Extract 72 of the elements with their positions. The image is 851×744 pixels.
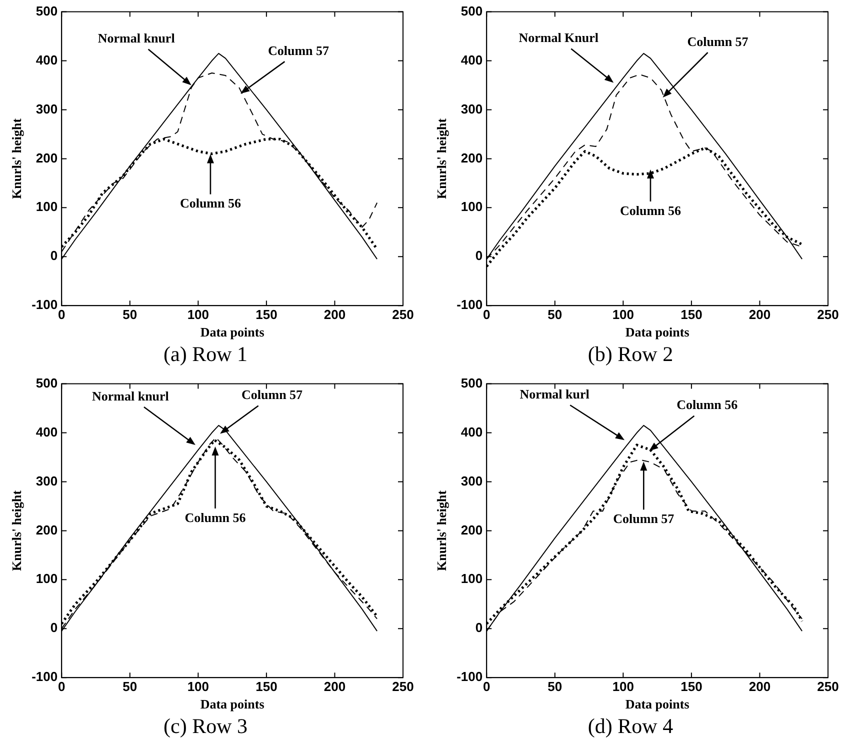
y-tick-label: 400 [460,52,483,68]
y-tick-label: 300 [36,101,58,116]
y-tick-label: 400 [460,424,483,440]
annotation: Normal knurl [92,388,170,404]
x-tick-label: 100 [187,678,210,694]
y-tick-label: 100 [36,571,58,586]
x-tick-label: 50 [548,306,562,322]
text: (b) Row 2 [588,342,674,366]
x-tick-label: 100 [612,678,634,694]
y-tick-label: 500 [36,375,58,390]
y-tick-label: 200 [36,522,58,538]
y-tick-label: -100 [456,297,483,312]
y-tick-label: 0 [475,248,483,264]
y-axis-title: Knurls' height [9,490,24,571]
annotation: Column 57 [268,42,330,58]
x-tick-label: 150 [256,306,278,322]
y-tick-label: 200 [460,150,483,166]
y-tick-label: 100 [36,199,58,214]
y-tick-label: 500 [460,375,483,390]
y-tick-label: 300 [460,473,483,488]
annotation: Column 56 [180,196,242,211]
y-tick-label: -100 [456,669,483,684]
y-tick-label: 0 [475,620,483,636]
text: (a) Row 1 [164,342,248,366]
y-tick-label: -100 [32,669,58,684]
y-tick-label: 200 [460,522,483,538]
text: (d) Row 4 [588,714,674,738]
x-tick-label: 100 [187,306,210,322]
text: (c) Row 3 [164,714,248,738]
y-tick-label: 400 [36,424,58,440]
annotation: Normal Knurl [518,30,599,46]
x-tick-label: 250 [392,306,414,322]
annotation: Column 57 [241,387,304,402]
annotation: Normal knurl [98,30,176,46]
annotation: Column 56 [184,510,246,525]
y-tick-label: -100 [32,297,58,312]
x-tick-label: 50 [548,678,562,694]
x-tick-label: 200 [748,306,771,322]
y-tick-label: 100 [460,199,483,214]
x-tick-label: 150 [680,678,702,694]
annotation: Column 56 [676,397,738,412]
x-tick-label: 150 [256,678,278,694]
y-tick-label: 200 [36,150,58,166]
x-tick-label: 200 [748,678,771,694]
x-tick-label: 250 [817,678,839,694]
x-tick-label: 250 [817,306,839,322]
x-axis-title: Data points [625,324,690,340]
y-tick-label: 300 [460,101,483,116]
annotation: Column 57 [687,34,749,49]
annotation: Column 57 [613,511,675,526]
x-tick-label: 50 [122,678,138,694]
y-tick-label: 300 [36,473,58,488]
x-axis-title: Data points [625,696,690,712]
x-tick-label: 200 [324,306,346,322]
x-tick-label: 150 [680,306,702,322]
y-tick-label: 0 [50,248,58,264]
x-tick-label: 200 [324,678,346,694]
x-tick-label: 50 [122,306,138,322]
y-axis-title: Knurls' height [434,118,450,199]
y-tick-label: 400 [36,52,58,68]
annotation: Column 56 [620,202,682,218]
y-axis-title: Knurls' height [434,490,450,571]
x-axis-title: Data points [200,696,264,712]
x-axis-title: Data points [200,324,264,340]
y-tick-label: 100 [460,571,483,586]
y-tick-label: 500 [36,3,58,18]
y-tick-label: 0 [50,620,58,636]
y-axis-title: Knurls' height [9,118,24,199]
annotation: Normal kurl [520,386,590,402]
y-tick-label: 500 [460,3,483,18]
x-tick-label: 100 [612,306,634,322]
x-tick-label: 250 [392,678,414,694]
